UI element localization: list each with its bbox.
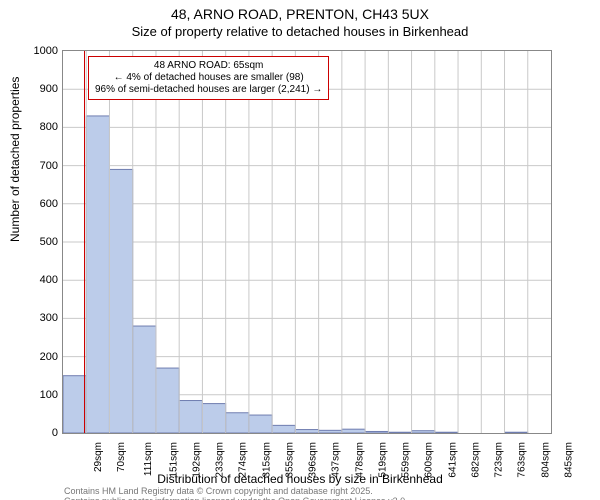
- marker-line: [84, 51, 85, 433]
- xtick-label: 763sqm: [517, 442, 528, 478]
- ytick-label: 800: [18, 121, 58, 133]
- xtick-label: 845sqm: [563, 442, 574, 478]
- title-line1: 48, ARNO ROAD, PRENTON, CH43 5UX: [0, 6, 600, 24]
- xtick-label: 70sqm: [116, 442, 127, 472]
- ytick-label: 1000: [18, 45, 58, 57]
- xtick-label: 315sqm: [261, 442, 272, 478]
- xtick-label: 233sqm: [215, 442, 226, 478]
- xtick-label: 600sqm: [424, 442, 435, 478]
- ytick-label: 700: [18, 160, 58, 172]
- xtick-label: 29sqm: [93, 442, 104, 472]
- title-line2: Size of property relative to detached ho…: [0, 24, 600, 40]
- xtick-label: 519sqm: [377, 442, 388, 478]
- xtick-label: 151sqm: [168, 442, 179, 478]
- ytick-label: 200: [18, 351, 58, 363]
- ytick-label: 0: [18, 427, 58, 439]
- ytick-label: 300: [18, 312, 58, 324]
- xtick-label: 192sqm: [192, 442, 203, 478]
- xtick-label: 274sqm: [238, 442, 249, 478]
- ytick-label: 900: [18, 83, 58, 95]
- xtick-label: 355sqm: [284, 442, 295, 478]
- chart-container: { "title_line1": "48, ARNO ROAD, PRENTON…: [0, 0, 600, 500]
- callout-line1: 48 ARNO ROAD: 65sqm: [95, 60, 322, 72]
- attrib-line1: Contains HM Land Registry data © Crown c…: [64, 486, 408, 496]
- callout-line3: 96% of semi-detached houses are larger (…: [95, 84, 322, 96]
- ytick-label: 400: [18, 274, 58, 286]
- xtick-label: 478sqm: [354, 442, 365, 478]
- xtick-label: 396sqm: [308, 442, 319, 478]
- xtick-label: 437sqm: [331, 442, 342, 478]
- xtick-label: 804sqm: [540, 442, 551, 478]
- attrib-line2: Contains public sector information licen…: [64, 496, 408, 500]
- plot-svg: [63, 51, 551, 433]
- xtick-label: 641sqm: [447, 442, 458, 478]
- ytick-label: 600: [18, 198, 58, 210]
- attribution: Contains HM Land Registry data © Crown c…: [64, 486, 408, 500]
- x-axis-label: Distribution of detached houses by size …: [0, 472, 600, 486]
- ytick-label: 500: [18, 236, 58, 248]
- plot-area: [62, 50, 552, 434]
- callout-box: 48 ARNO ROAD: 65sqm ← 4% of detached hou…: [88, 56, 329, 100]
- xtick-label: 682sqm: [470, 442, 481, 478]
- xtick-label: 559sqm: [401, 442, 412, 478]
- xtick-label: 111sqm: [144, 442, 155, 476]
- xtick-label: 723sqm: [494, 442, 505, 478]
- ytick-label: 100: [18, 389, 58, 401]
- callout-line2: ← 4% of detached houses are smaller (98): [95, 72, 322, 84]
- chart-title: 48, ARNO ROAD, PRENTON, CH43 5UX Size of…: [0, 0, 600, 40]
